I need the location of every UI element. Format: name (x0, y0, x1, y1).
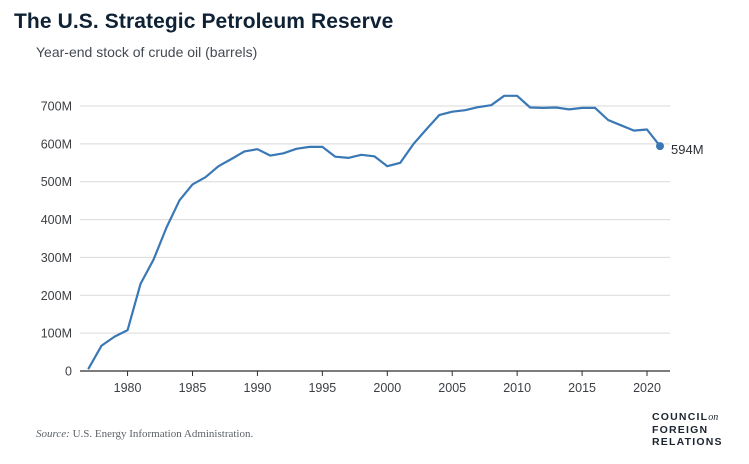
series-line (87, 94, 662, 370)
y-tick-label: 500M (41, 175, 72, 189)
end-value-label: 594M (671, 142, 704, 157)
x-tick-label: 1985 (179, 381, 207, 395)
source-note: Source: U.S. Energy Information Administ… (36, 428, 253, 440)
y-tick-label: 300M (41, 251, 72, 265)
x-tick-label: 2015 (568, 381, 596, 395)
x-tick-label: 2020 (633, 381, 661, 395)
y-axis-ticks: 0 100M 200M 300M 400M 500M 600M 700M (41, 100, 72, 379)
cfr-logo: COUNCILon FOREIGN RELATIONS (652, 411, 723, 448)
logo-line-1-suffix: on (708, 412, 719, 423)
source-label: Source: (36, 428, 70, 440)
gridlines (80, 105, 670, 372)
source-text: U.S. Energy Information Administration. (72, 428, 254, 440)
x-tick-label: 2005 (438, 381, 466, 395)
y-tick-label: 700M (41, 100, 72, 114)
x-tick-label: 1990 (244, 381, 272, 395)
y-tick-label: 0 (65, 365, 72, 379)
x-tick-label: 1995 (308, 381, 336, 395)
end-point-marker (656, 142, 664, 151)
logo-line-2: FOREIGN (652, 424, 709, 436)
chart-title: The U.S. Strategic Petroleum Reserve (14, 10, 394, 33)
y-tick-label: 600M (41, 137, 72, 151)
logo-line-1: COUNCIL (652, 411, 709, 423)
logo-line-3: RELATIONS (652, 436, 723, 448)
y-tick-label: 100M (41, 327, 72, 341)
x-tick-label: 2000 (373, 381, 401, 395)
x-axis-ticks: 1980 1985 1990 1995 2000 2005 2010 2015 2020 (114, 371, 661, 395)
y-tick-label: 400M (41, 213, 72, 227)
chart-subtitle: Year-end stock of crude oil (barrels) (36, 44, 258, 60)
y-tick-label: 200M (41, 289, 72, 303)
x-tick-label: 1980 (114, 381, 142, 395)
x-tick-label: 2010 (503, 381, 531, 395)
